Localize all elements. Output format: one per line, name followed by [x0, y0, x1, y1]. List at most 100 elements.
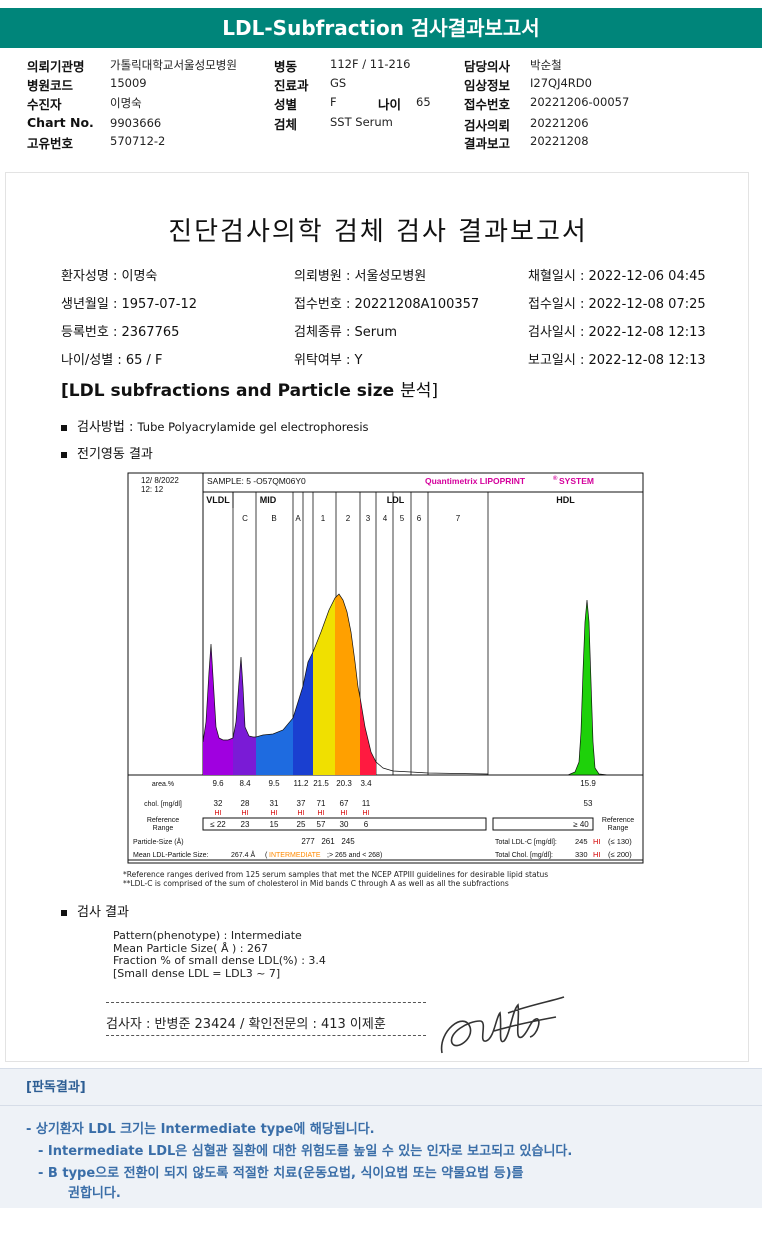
- dept-label: 진료과: [274, 78, 309, 93]
- ref-value: ≤ 22: [210, 820, 226, 829]
- dept-value: GS: [330, 76, 347, 90]
- chart-frame: [127, 472, 644, 864]
- result-line: Mean Particle Size( Å ) : 267: [113, 941, 268, 955]
- section-heading: [LDL subfractions and Particle size 분석]: [61, 376, 438, 401]
- ref-value: 15: [270, 820, 279, 829]
- footnote-line-1: *Reference ranges derived from 125 serum…: [123, 870, 549, 879]
- age-value: 65: [416, 95, 431, 109]
- ref-label: Reference: [147, 817, 179, 824]
- mean-suffix: ;> 265 and < 268): [327, 852, 382, 859]
- total-chol-flag: HI: [593, 850, 601, 859]
- method-bullet: 검사방법 : Tube Polyacrylamide gel electroph…: [61, 416, 369, 435]
- area-value: 8.4: [239, 779, 251, 788]
- area-value: 11.2: [294, 779, 310, 788]
- age-label: 나이: [378, 97, 402, 112]
- hdl-ref-box: [492, 817, 594, 831]
- judgement-line: - B type으로 전환이 되지 않도록 적절한 치료(운동요법, 식이요법 …: [38, 1166, 524, 1181]
- area-label: area.%: [152, 781, 174, 788]
- mean-pattern: INTERMEDIATE: [269, 852, 321, 859]
- field-specimen: 검체종류 : Serum: [294, 325, 397, 340]
- hospital-value: 가톨릭대학교서울성모병원: [110, 58, 237, 72]
- result-label: 결과보고: [464, 136, 511, 151]
- lipoprint-chart: 12/ 8/2022 12: 12 SAMPLE: 5 -O57QM06Y0 Quan…: [123, 472, 645, 866]
- section-heading-ko: 분석]: [400, 381, 438, 401]
- chart-brand-sup: ®: [553, 475, 558, 482]
- chol-hi-flag: HI: [318, 810, 325, 817]
- chol-hi-flag: HI: [341, 810, 348, 817]
- report-title-bar: LDL-Subfraction 검사결과보고서: [0, 8, 762, 48]
- band-label: B: [271, 514, 276, 523]
- code-value: 15009: [110, 76, 147, 90]
- clinical-label: 임상정보: [464, 78, 511, 93]
- mid-b-area: [256, 718, 293, 775]
- result-line: Pattern(phenotype) : Intermediate: [113, 929, 302, 942]
- ref-value: 57: [317, 820, 326, 829]
- field-receipt: 접수번호 : 20221208A100357: [294, 297, 480, 312]
- receipt-value: 20221206-00057: [530, 95, 630, 109]
- mean-size-value: 267.4 Å: [231, 850, 255, 859]
- field-test-date: 검사일시 : 2022-12-08 12:13: [528, 325, 706, 340]
- chart-brand: Quantimetrix LIPOPRINT: [425, 476, 526, 486]
- chart-footnote: *Reference ranges derived from 125 serum…: [123, 870, 548, 888]
- judgement-panel: [판독결과] - 상기환자 LDL 크기는 Intermediate type에…: [0, 1068, 762, 1208]
- ref-hdl-value: ≥ 40: [573, 820, 589, 829]
- chart-brand-suffix: SYSTEM: [559, 476, 594, 486]
- chol-value: 67: [340, 799, 349, 808]
- mean-size-label: Mean LDL-Particle Size:: [133, 852, 209, 859]
- mid-a-area: [293, 652, 313, 775]
- band-label: 1: [321, 514, 326, 523]
- particle-value: 261: [321, 837, 335, 846]
- chol-hi-flag: HI: [363, 810, 370, 817]
- total-ldl-ref: (≤ 130): [608, 837, 632, 846]
- band-label: 2: [346, 514, 351, 523]
- request-value: 20221206: [530, 116, 589, 130]
- particle-value: 245: [341, 837, 355, 846]
- signature-image: [440, 996, 565, 1054]
- total-ldl-flag: HI: [593, 837, 601, 846]
- region-label: LDL: [387, 495, 405, 505]
- patient-label: 수진자: [27, 97, 62, 112]
- method-value: Tube Polyacrylamide gel electrophoresis: [137, 420, 369, 434]
- report-document: 진단검사의학 검체 검사 결과보고서 환자성명 : 이명숙 생년월일 : 195…: [5, 172, 749, 1062]
- ref-label: Range: [153, 825, 174, 832]
- field-birth-date: 생년월일 : 1957-07-12: [61, 297, 198, 312]
- particle-value: 277: [301, 837, 315, 846]
- ldl1-area: [313, 598, 335, 775]
- ref-label-right: Range: [608, 825, 629, 832]
- result-line: [Small dense LDL = LDL3 ~ 7]: [113, 966, 281, 980]
- field-report-date: 보고일시 : 2022-12-08 12:13: [528, 353, 706, 368]
- bullet-dot-icon: [61, 451, 67, 458]
- mean-paren: (: [265, 852, 268, 859]
- code-label: 병원코드: [27, 78, 74, 93]
- sex-value: F: [330, 95, 337, 109]
- ref-value: 25: [297, 820, 306, 829]
- chol-hi-flag: HI: [271, 810, 278, 817]
- band-label: 5: [400, 514, 405, 523]
- chart-no-label: Chart No.: [27, 115, 94, 130]
- method-label: 검사방법 :: [77, 420, 138, 435]
- signature-divider-top: [106, 1002, 426, 1003]
- field-receipt-date: 접수일시 : 2022-12-08 07:25: [528, 297, 706, 312]
- vldl-area: [203, 644, 233, 775]
- receipt-label: 접수번호: [464, 97, 511, 112]
- chol-hi-flag: HI: [298, 810, 305, 817]
- field-collect-date: 채혈일시 : 2022-12-06 04:45: [528, 269, 706, 284]
- hdl-peak: [567, 599, 609, 776]
- chol-value: 31: [270, 799, 279, 808]
- bullet-dot-icon: [61, 909, 67, 916]
- electro-bullet: 전기영동 결과: [61, 443, 153, 462]
- field-consign: 위탁여부 : Y: [294, 353, 363, 368]
- specimen-label: 검체: [274, 117, 298, 132]
- patient-info-panel: 의뢰기관명 가톨릭대학교서울성모병원 병원코드 15009 수진자 이명숙 Ch…: [0, 56, 762, 152]
- total-chol-value: 330: [575, 850, 588, 859]
- signature-divider-bottom: [106, 1035, 426, 1036]
- chart-time: 12: 12: [141, 485, 164, 494]
- region-label: HDL: [556, 495, 575, 505]
- patient-value: 이명숙: [110, 96, 142, 110]
- lipoprint-chart-svg: 12/ 8/202212: 12 SAMPLE: 5 -O57QM06Y0 Quan…: [127, 472, 644, 864]
- result-heading: 검사 결과: [77, 905, 129, 920]
- section-heading-en: [LDL subfractions and Particle size: [61, 381, 401, 401]
- field-registration: 등록번호 : 2367765: [61, 325, 180, 340]
- chol-value: 32: [214, 799, 223, 808]
- density-curve: [202, 593, 489, 775]
